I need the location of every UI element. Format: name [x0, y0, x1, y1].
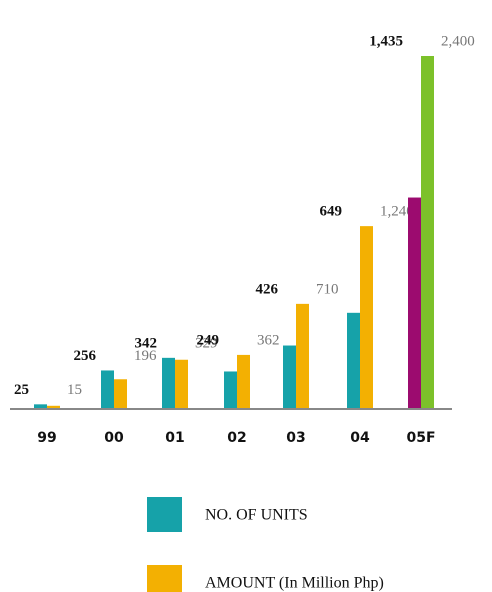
- value-label: 342: [135, 335, 158, 351]
- bar: [296, 303, 309, 408]
- value-label: 426: [256, 281, 279, 297]
- legend-label: NO. OF UNITS: [205, 507, 308, 524]
- bar: [34, 404, 47, 408]
- bar: [360, 226, 373, 408]
- bar: [47, 405, 60, 408]
- bar: [114, 379, 127, 408]
- bar: [237, 354, 250, 408]
- value-label: 329: [195, 335, 218, 351]
- x-tick-label: 04: [350, 430, 370, 446]
- x-tick-label: 00: [104, 430, 124, 446]
- value-label: 1,240: [380, 204, 414, 220]
- value-label: 196: [134, 348, 157, 364]
- value-label: 256: [74, 348, 97, 364]
- value-label: 249: [197, 332, 220, 348]
- x-tick-label: 05F: [406, 430, 435, 446]
- x-tick-label: 01: [165, 430, 184, 446]
- bar: [421, 56, 434, 408]
- value-label: 710: [316, 281, 339, 297]
- x-tick-label: 99: [37, 430, 56, 446]
- value-label: 362: [257, 332, 280, 348]
- bar: [224, 371, 237, 408]
- legend-swatch: [147, 497, 182, 532]
- legend-label: AMOUNT (In Million Php): [205, 575, 384, 592]
- x-tick-label: 02: [227, 430, 246, 446]
- bar: [283, 345, 296, 408]
- legend-swatch: [147, 565, 182, 592]
- bar: [408, 197, 421, 408]
- bar: [175, 359, 188, 408]
- value-label: 15: [67, 382, 82, 398]
- value-label: 2,400: [441, 33, 475, 49]
- value-label: 1,435: [369, 33, 403, 49]
- bar: [347, 312, 360, 408]
- value-label: 25: [14, 382, 29, 398]
- bar: [101, 370, 114, 408]
- value-label: 649: [320, 204, 343, 220]
- x-tick-label: 03: [286, 430, 305, 446]
- bar: [162, 357, 175, 408]
